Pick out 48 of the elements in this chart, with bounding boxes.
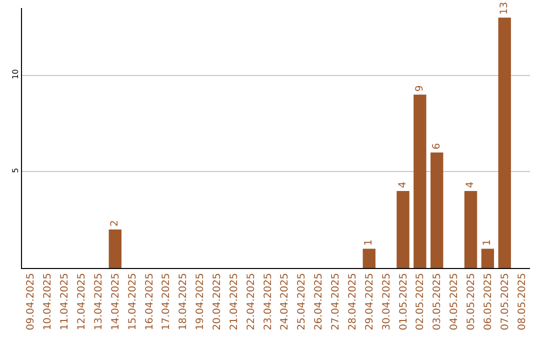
x-tick-label: 15.04.2025 — [127, 273, 138, 330]
x-tick-label: 21.04.2025 — [228, 273, 240, 330]
data-label: 6 — [431, 143, 442, 150]
x-tick-label: 03.05.2025 — [432, 273, 444, 330]
x-tick-label: 22.04.2025 — [246, 273, 257, 330]
x-tick-label: 06.05.2025 — [482, 273, 494, 330]
bar — [414, 94, 426, 268]
bar — [108, 229, 122, 268]
x-tick-label: 17.04.2025 — [161, 273, 172, 330]
data-label: 13 — [499, 2, 510, 15]
x-tick-label: 01.05.2025 — [398, 273, 410, 330]
x-tick-label: 25.04.2025 — [296, 273, 308, 330]
x-tick-label: 10.04.2025 — [42, 273, 54, 330]
x-tick-label: 04.05.2025 — [449, 273, 460, 330]
y-tick-label: 10 — [10, 69, 20, 80]
x-tick-label: 09.04.2025 — [26, 273, 37, 330]
bar — [362, 248, 376, 268]
bar — [464, 190, 478, 268]
x-tick-label: 07.05.2025 — [500, 273, 511, 330]
data-label: 1 — [482, 239, 494, 246]
x-tick-label: 29.04.2025 — [364, 273, 376, 330]
x-tick-label: 08.05.2025 — [516, 273, 528, 330]
x-tick-label: 14.04.2025 — [110, 273, 122, 330]
data-label: 1 — [364, 239, 375, 246]
bar — [498, 18, 511, 268]
data-label: 9 — [414, 85, 426, 92]
x-tick-label: 12.04.2025 — [76, 273, 88, 330]
bar — [430, 152, 444, 268]
x-tick-label: 23.04.2025 — [262, 273, 274, 330]
y-tick-label: 5 — [10, 168, 20, 174]
x-tick-label: 26.04.2025 — [314, 273, 325, 330]
x-tick-label: 19.04.2025 — [195, 273, 206, 330]
data-label: 2 — [110, 220, 121, 226]
data-label: 4 — [398, 182, 408, 188]
bar — [481, 248, 494, 268]
bar — [396, 190, 410, 268]
x-tick-label: 28.04.2025 — [347, 273, 358, 330]
x-tick-label: 30.04.2025 — [381, 273, 392, 330]
x-tick-label: 11.04.2025 — [60, 273, 71, 330]
x-tick-label: 13.04.2025 — [93, 273, 104, 330]
data-label: 4 — [465, 182, 476, 188]
x-tick-label: 27.04.2025 — [330, 273, 342, 330]
x-tick-label: 24.04.2025 — [280, 273, 291, 330]
x-tick-label: 20.04.2025 — [212, 273, 223, 330]
x-tick-label: 18.04.2025 — [178, 273, 190, 330]
x-tick-label: 02.05.2025 — [415, 273, 426, 330]
x-tick-label: 16.04.2025 — [144, 273, 156, 330]
x-tick-label: 05.05.2025 — [466, 273, 477, 330]
